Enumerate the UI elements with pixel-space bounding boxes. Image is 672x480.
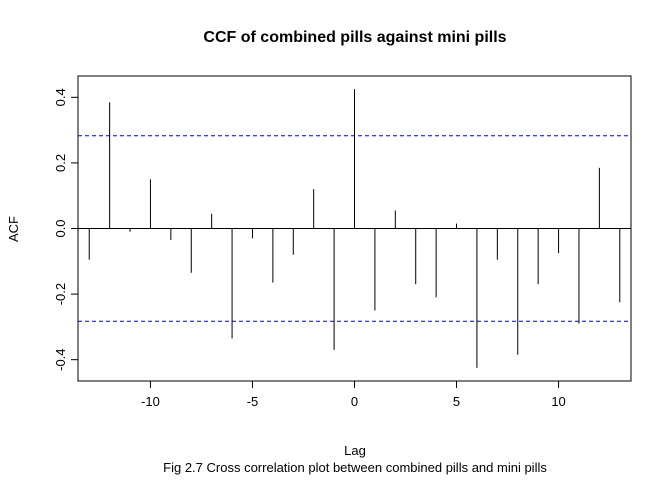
y-tick-label: 0.4 <box>53 88 68 106</box>
x-tick-label: 5 <box>453 394 460 409</box>
y-axis-label: ACF <box>6 216 21 242</box>
x-tick-label: 0 <box>351 394 358 409</box>
chart-title: CCF of combined pills against mini pills <box>203 29 506 46</box>
plot-marks: -10 -5 0 5 10 -0.4 -0.2 0.0 0.2 0.4 <box>53 88 631 409</box>
figure-caption: Fig 2.7 Cross correlation plot between c… <box>163 460 547 475</box>
x-tick-label: 10 <box>551 394 565 409</box>
x-tick-label: -10 <box>141 394 160 409</box>
y-tick-label: 0.0 <box>53 219 68 237</box>
x-tick-label: -5 <box>247 394 259 409</box>
y-tick-label: -0.2 <box>53 283 68 305</box>
x-axis-label: Lag <box>344 443 366 458</box>
y-tick-label: 0.2 <box>53 154 68 172</box>
y-tick-label: -0.4 <box>53 348 68 370</box>
